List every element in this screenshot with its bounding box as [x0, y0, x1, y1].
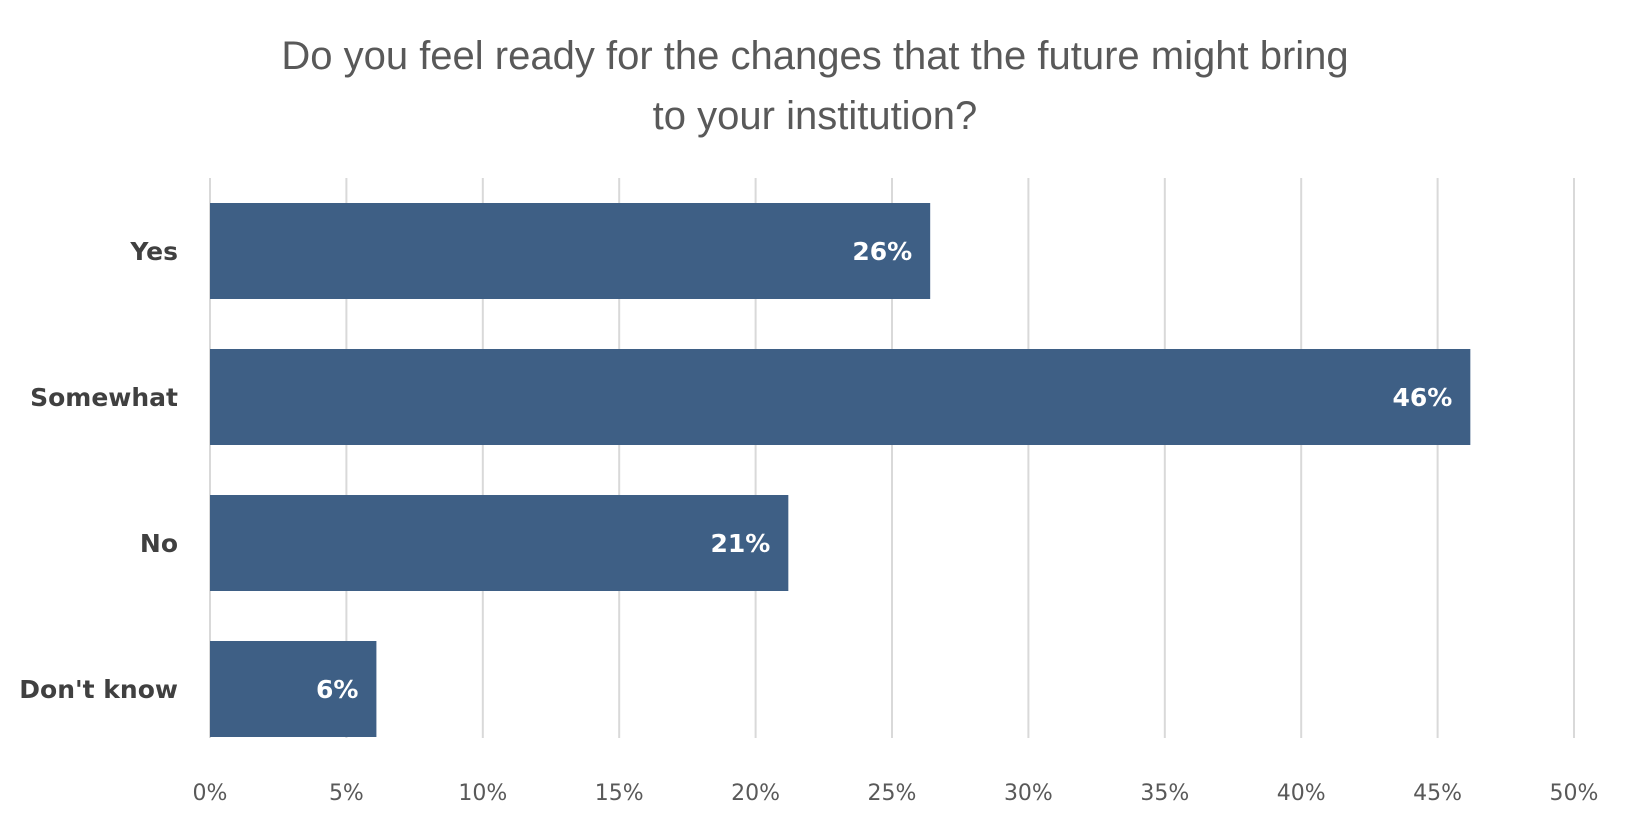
bars: 26% 46% 21% 6% — [210, 203, 1471, 737]
bar-no — [210, 495, 789, 591]
data-label-somewhat: 46% — [1392, 383, 1452, 412]
x-tick-label-50: 50% — [1550, 781, 1599, 806]
data-label-don-t-know: 6% — [316, 675, 358, 704]
chart-title-line-2: to your institution? — [652, 94, 978, 138]
data-label-no: 21% — [710, 529, 770, 558]
category-label-no: No — [140, 529, 178, 558]
x-tick-label-45: 45% — [1413, 781, 1462, 806]
chart-title: Do you feel ready for the changes that t… — [150, 26, 1480, 146]
x-tick-label-25: 25% — [868, 781, 917, 806]
category-labels: Yes Somewhat No Don't know — [19, 237, 178, 704]
bar-somewhat — [210, 349, 1471, 445]
x-tick-label-5: 5% — [329, 781, 364, 806]
chart-title-line-1: Do you feel ready for the changes that t… — [281, 34, 1349, 78]
x-tick-label-20: 20% — [731, 781, 780, 806]
x-tick-label-10: 10% — [458, 781, 507, 806]
x-tick-label-15: 15% — [595, 781, 644, 806]
category-label-yes: Yes — [129, 237, 178, 266]
x-tick-label-40: 40% — [1277, 781, 1326, 806]
category-label-don-t-know: Don't know — [19, 675, 178, 704]
x-tick-label-35: 35% — [1140, 781, 1189, 806]
bar-don-t-know — [210, 641, 377, 737]
x-tick-label-0: 0% — [193, 781, 228, 806]
x-tick-label-30: 30% — [1004, 781, 1053, 806]
x-axis-tick-labels: 0% 5% 10% 15% 20% 25% 30% 35% 40% 45% 50% — [193, 781, 1599, 806]
category-label-somewhat: Somewhat — [30, 383, 178, 412]
data-label-yes: 26% — [852, 237, 912, 266]
bar-yes — [210, 203, 931, 299]
